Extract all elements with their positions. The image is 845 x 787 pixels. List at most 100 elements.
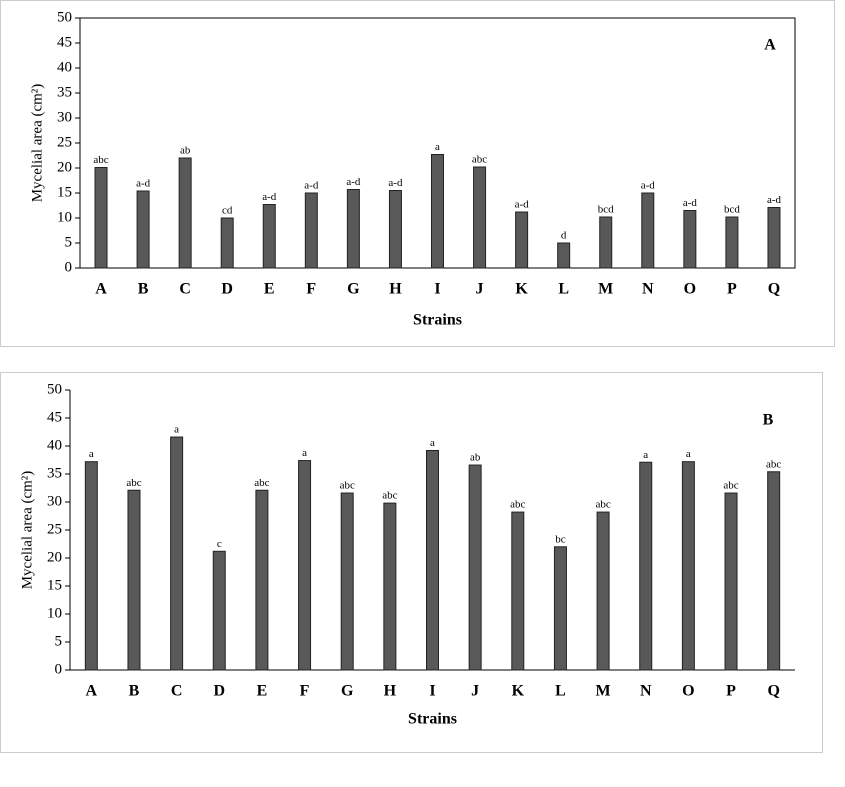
x-tick-label: P [727,281,737,298]
significance-label: bcd [598,204,614,216]
x-tick-label: C [179,281,191,298]
panel-frame [0,372,823,753]
y-tick-label: 25 [47,521,62,537]
bar [220,217,234,269]
bar [596,511,610,671]
bar [298,460,312,671]
x-tick-label: H [389,281,402,298]
bar [511,511,525,671]
x-tick-label: I [434,281,440,298]
y-tick-label: 15 [47,577,62,593]
significance-label: d [561,230,567,242]
y-axis-label: Mycelial area (cm²) [29,84,45,203]
y-tick-label: 35 [47,465,62,481]
y-tick-label: 30 [47,493,62,509]
significance-label: a-d [641,180,656,192]
y-tick-label: 0 [65,259,73,275]
bar [94,167,108,269]
x-tick-label: D [213,683,225,700]
x-tick-label: B [129,683,140,700]
x-tick-label: E [264,281,275,298]
significance-label: abc [93,154,108,166]
bar [84,461,98,671]
y-tick-label: 45 [57,34,72,50]
bar [724,492,738,671]
x-tick-label: O [684,281,696,298]
x-tick-label: A [86,683,98,700]
significance-label: a-d [683,197,698,209]
bar [255,489,269,671]
bar [515,211,529,269]
bar [767,471,781,671]
significance-label: a [174,424,179,436]
panel-label: A [764,37,776,54]
x-tick-label: G [347,281,360,298]
x-tick-label: E [257,683,268,700]
significance-label: bc [555,533,566,545]
significance-label: abc [340,480,355,492]
bar [304,192,318,269]
x-tick-label: J [471,683,479,700]
x-tick-label: G [341,683,354,700]
x-tick-label: O [682,683,694,700]
panel-label: B [763,412,774,429]
x-axis-label: Strains [413,312,462,329]
x-tick-label: N [642,281,654,298]
x-tick-label: F [306,281,316,298]
bar [553,546,567,671]
bar [388,190,402,269]
bar [641,192,655,269]
x-tick-label: F [300,683,310,700]
significance-label: a-d [767,194,782,206]
bar [767,207,781,269]
bar [683,210,697,269]
y-tick-label: 35 [57,84,72,100]
x-tick-label: Q [767,683,779,700]
significance-label: a-d [388,177,403,189]
x-tick-label: H [384,683,397,700]
bar [473,166,487,269]
bar [178,157,192,269]
bar [725,216,739,269]
y-tick-label: 40 [47,437,62,453]
y-tick-label: 50 [57,9,72,25]
significance-label: abc [595,499,610,511]
x-tick-label: K [515,281,528,298]
y-tick-label: 5 [65,234,73,250]
significance-label: a [302,447,307,459]
significance-label: a-d [304,180,319,192]
x-tick-label: B [138,281,149,298]
x-tick-label: Q [768,281,780,298]
significance-label: a [89,448,94,460]
bar [383,502,397,671]
significance-label: abc [510,499,525,511]
significance-label: ab [180,145,191,157]
y-tick-label: 15 [57,184,72,200]
significance-label: abc [382,490,397,502]
y-tick-label: 30 [57,109,72,125]
x-tick-label: A [95,281,107,298]
bar [681,461,695,671]
significance-label: ab [470,452,481,464]
bar [212,550,226,671]
significance-label: a-d [262,191,277,203]
y-tick-label: 50 [47,381,62,397]
y-tick-label: 20 [47,549,62,565]
significance-label: a [686,448,691,460]
y-tick-label: 10 [57,209,72,225]
x-tick-label: L [555,683,566,700]
y-tick-label: 10 [47,605,62,621]
significance-label: a [430,437,435,449]
bar [340,492,354,671]
bar [127,489,141,671]
bar [262,204,276,269]
panel-frame [0,0,835,347]
significance-label: abc [126,477,141,489]
y-tick-label: 20 [57,159,72,175]
y-axis-label: Mycelial area (cm²) [19,471,35,590]
y-tick-label: 0 [55,661,63,677]
significance-label: c [217,538,222,550]
y-tick-label: 40 [57,59,72,75]
x-tick-label: M [596,683,611,700]
